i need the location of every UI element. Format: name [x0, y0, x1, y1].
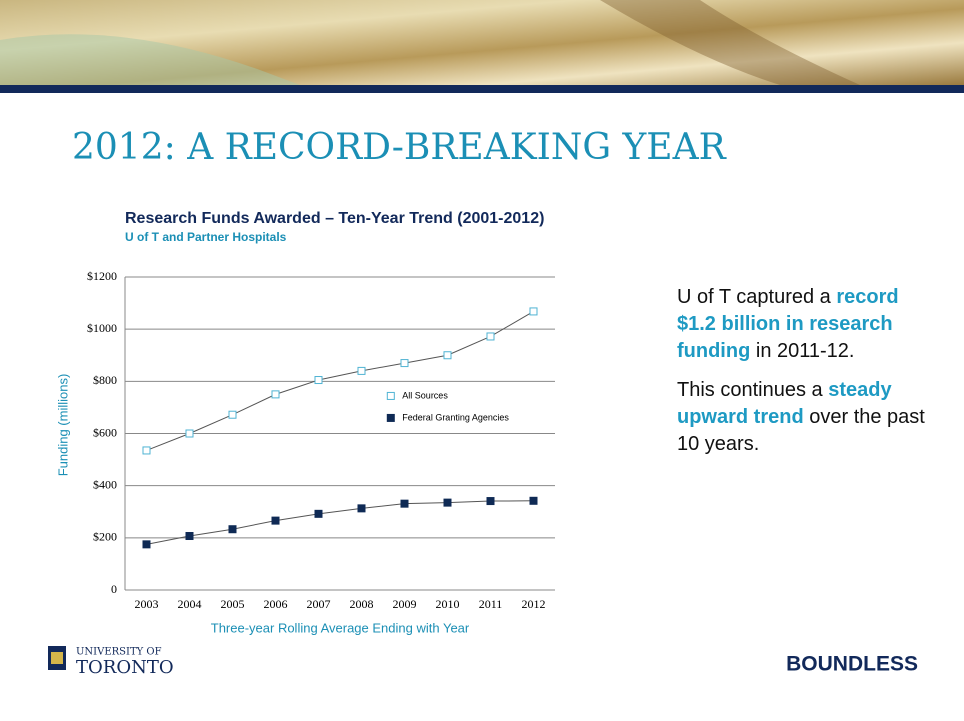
series-line	[146, 310, 534, 451]
y-tick-label: $1000	[87, 321, 117, 335]
data-point	[271, 516, 280, 525]
y-tick-label: 0	[111, 582, 117, 596]
x-tick-label: 2005	[221, 597, 245, 611]
y-tick-label: $600	[93, 425, 117, 439]
legend-label: All Sources	[402, 390, 448, 400]
y-tick-label: $800	[93, 373, 117, 387]
y-tick-label: $200	[93, 530, 117, 544]
y-tick-label: $1200	[87, 269, 117, 283]
data-point	[142, 446, 151, 455]
text-segment: record $1.2 billion in research funding	[677, 286, 899, 362]
legend-label: Federal Granting Agencies	[402, 412, 509, 422]
data-point	[314, 509, 323, 518]
logo-line1: UNIVERSITY OF	[76, 647, 162, 658]
data-point	[271, 390, 280, 399]
paragraph: U of T captured a record $1.2 billion in…	[677, 284, 937, 365]
x-tick-label: 2010	[436, 597, 460, 611]
text-segment: This continues a	[677, 379, 829, 401]
logo-crest	[51, 652, 63, 664]
data-point	[314, 376, 323, 385]
x-tick-label: 2008	[350, 597, 374, 611]
data-point	[486, 497, 495, 506]
data-point	[529, 496, 538, 505]
data-point	[400, 359, 409, 368]
data-point	[486, 332, 495, 341]
data-point	[357, 504, 366, 513]
y-tick-label: $400	[93, 477, 117, 491]
x-tick-label: 2003	[135, 597, 159, 611]
legend-marker	[386, 391, 395, 400]
data-point	[185, 532, 194, 541]
slide-title: 2012: A RECORD-BREAKING YEAR	[72, 127, 727, 168]
chart-title: Research Funds Awarded – Ten-Year Trend …	[125, 210, 544, 227]
text-segment: over the past 10 years.	[677, 406, 925, 455]
legend-marker	[386, 413, 395, 422]
data-point	[228, 410, 237, 419]
data-point	[443, 498, 452, 507]
data-point	[185, 429, 194, 438]
banner-decor	[600, 0, 860, 85]
body-text: U of T captured a record $1.2 billion in…	[677, 284, 937, 470]
logo-line2: TORONTO	[76, 657, 174, 678]
x-tick-label: 2007	[307, 597, 331, 611]
x-tick-label: 2004	[178, 597, 202, 611]
x-tick-label: 2006	[264, 597, 288, 611]
data-point	[357, 366, 366, 375]
banner-decor	[0, 34, 300, 85]
x-tick-label: 2011	[479, 597, 503, 611]
series-line	[146, 500, 534, 545]
data-point	[228, 525, 237, 534]
text-segment: in 2011-12.	[750, 340, 855, 362]
chart-subtitle: U of T and Partner Hospitals	[125, 230, 287, 244]
data-point	[529, 307, 538, 316]
y-axis-label: Funding (millions)	[55, 374, 70, 477]
data-point	[400, 499, 409, 508]
brand: BOUNDLESS	[786, 653, 918, 676]
x-axis-label: Three-year Rolling Average Ending with Y…	[211, 620, 470, 635]
x-tick-label: 2009	[393, 597, 417, 611]
paragraph: This continues a steady upward trend ove…	[677, 377, 937, 458]
data-point	[443, 351, 452, 360]
banner-bar	[0, 85, 964, 93]
data-point	[142, 540, 151, 549]
x-tick-label: 2012	[522, 597, 546, 611]
text-segment: steady upward trend	[677, 379, 892, 428]
text-segment: U of T captured a	[677, 286, 837, 308]
